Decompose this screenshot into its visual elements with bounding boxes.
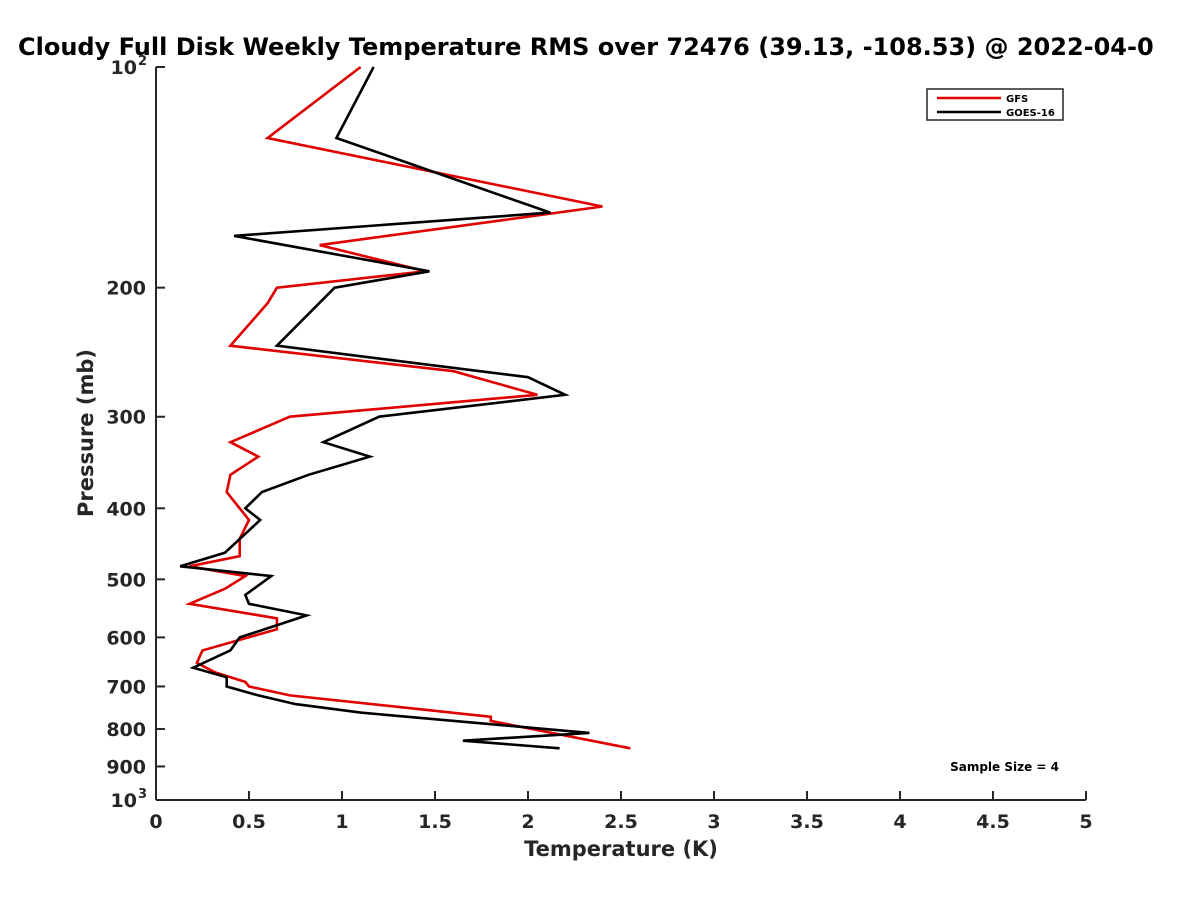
y-tick-label: 800 — [106, 719, 146, 741]
y-tick-label: 10 — [111, 57, 137, 79]
x-tick-label: 3.5 — [790, 811, 824, 833]
y-tick-label: 500 — [106, 569, 146, 591]
y-tick-label: 700 — [106, 676, 146, 698]
chart-title: Cloudy Full Disk Weekly Temperature RMS … — [18, 33, 1154, 61]
x-tick-label: 3 — [707, 811, 720, 833]
legend-label: GOES-16 — [1006, 108, 1055, 119]
y-tick-exponent: 3 — [138, 787, 147, 802]
x-tick-label: 2.5 — [604, 811, 638, 833]
series-line-gfs — [184, 65, 631, 750]
x-axis-label: Temperature (K) — [524, 837, 718, 861]
y-tick-label: 300 — [106, 407, 146, 429]
x-tick-label: 0.5 — [232, 811, 266, 833]
y-tick-label: 600 — [106, 627, 146, 649]
legend-label: GFS — [1006, 94, 1028, 105]
y-tick-label: 200 — [106, 278, 146, 300]
y-tick-label: 10 — [111, 790, 137, 812]
series-line-goes-16 — [179, 66, 590, 750]
plot-axes: 0 0.5 1 1.5 2 2.5 3 3.5 4 4.5 510 22003004005006007… — [106, 54, 1092, 833]
y-tick-label: 900 — [106, 756, 146, 778]
x-tick-label: 4.5 — [976, 811, 1010, 833]
x-tick-label: 5 — [1079, 811, 1092, 833]
y-axis-label: Pressure (mb) — [74, 349, 98, 517]
x-tick-label: 1.5 — [418, 811, 452, 833]
plot-series — [179, 65, 631, 750]
y-tick-label: 400 — [106, 498, 146, 520]
y-tick-exponent: 2 — [138, 54, 147, 69]
x-tick-label: 2 — [521, 811, 534, 833]
x-tick-label: 4 — [893, 811, 906, 833]
x-tick-label: 0 — [149, 811, 162, 833]
legend-box — [926, 88, 1064, 121]
chart-legend: GFS GOES-16 — [926, 88, 1064, 121]
sample-size-annotation: Sample Size = 4 — [950, 760, 1059, 774]
x-tick-label: 1 — [335, 811, 348, 833]
